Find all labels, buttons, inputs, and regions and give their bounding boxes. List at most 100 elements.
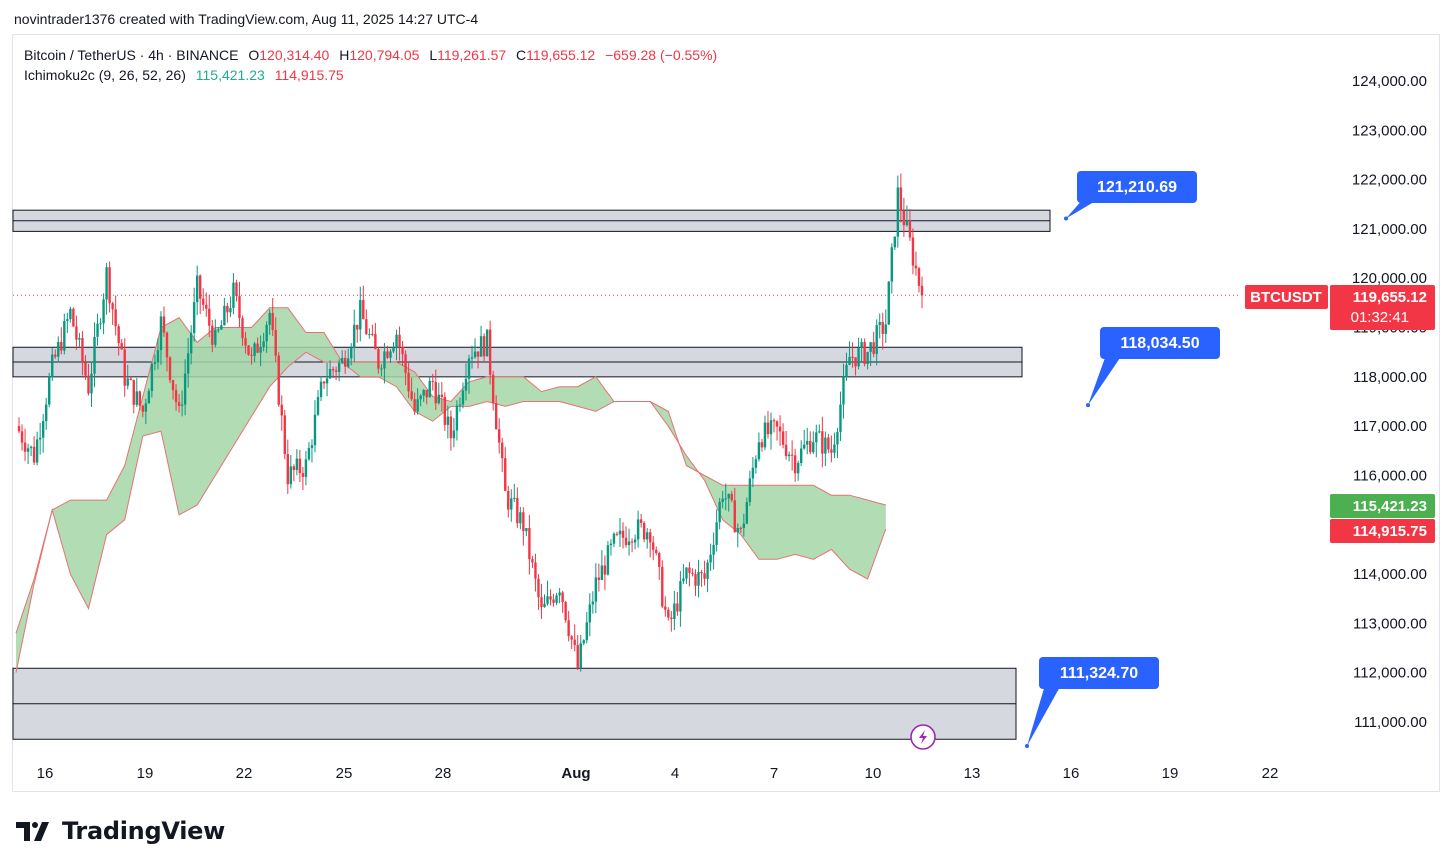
candle-body (325, 378, 329, 384)
candle-body (670, 617, 673, 620)
candle (238, 281, 241, 328)
candle (17, 417, 21, 434)
candle-body (389, 351, 392, 358)
candle-body (395, 334, 398, 348)
candle-body (238, 296, 241, 319)
candle (96, 313, 99, 346)
candle-body (796, 462, 800, 474)
candle-body (917, 268, 921, 286)
candle (818, 424, 821, 434)
indicator-title[interactable]: Ichimoku2c (9, 26, 52, 26) (24, 67, 186, 83)
candle-body (244, 338, 247, 346)
candle (93, 322, 96, 388)
candle-body (679, 581, 682, 612)
callout-box (1100, 327, 1220, 359)
candle (331, 366, 335, 379)
candle-body (17, 426, 21, 432)
candle-body (310, 445, 314, 448)
candle (516, 487, 519, 528)
price-axis[interactable]: 124,000.00 123,000.00 122,000.00 121,000.00… (1352, 73, 1427, 731)
candles-layer (17, 173, 924, 672)
high-label: H (339, 47, 350, 63)
callout-box (1039, 657, 1159, 689)
candle (878, 313, 881, 339)
price-tick-label: 122,000.00 (1352, 172, 1427, 189)
candle-body (440, 394, 444, 397)
candle-body (359, 300, 362, 330)
candle (519, 506, 522, 530)
candle-body (26, 448, 30, 452)
candle (645, 528, 649, 549)
candle (485, 329, 489, 357)
candle (763, 415, 767, 451)
candle-body (174, 390, 178, 403)
candle (908, 208, 912, 241)
candle (325, 362, 329, 397)
candle (108, 261, 111, 313)
cloud-area (16, 307, 886, 673)
callout-box (1077, 171, 1197, 203)
candle (739, 526, 742, 534)
candle-body (467, 358, 471, 379)
candle-body (627, 541, 631, 546)
symbol-title[interactable]: Bitcoin / TetherUS · 4h · BINANCE (24, 47, 239, 63)
candle-body (371, 334, 374, 336)
candle-body (772, 420, 776, 422)
low-value: 119,261.57 (437, 47, 507, 63)
cloud-lower-line (15, 351, 887, 673)
candle (356, 324, 359, 343)
candle (419, 394, 422, 407)
candle (377, 347, 380, 374)
candle (528, 514, 531, 575)
candle (724, 483, 727, 511)
candle (57, 336, 60, 363)
candle (467, 354, 471, 394)
candle-body (232, 282, 235, 309)
price-callout-0[interactable]: 121,210.69 (1064, 171, 1197, 221)
candle-body (911, 237, 915, 266)
candle (639, 513, 643, 528)
candle (736, 523, 739, 548)
candle-body (809, 440, 812, 453)
lightning-icon[interactable] (910, 724, 936, 750)
candle (718, 497, 721, 530)
candle-body (123, 349, 126, 386)
candle (473, 338, 477, 359)
candle (78, 332, 81, 347)
candle-body (621, 530, 625, 538)
candle (615, 531, 619, 537)
candle-body (202, 298, 205, 305)
price-callout-2[interactable]: 111,324.70 (1025, 657, 1159, 748)
time-axis[interactable]: 16 19 22 25 28 Aug 4 7 10 13 16 19 22 (37, 765, 1279, 782)
candle-body (331, 368, 335, 371)
candle-body (186, 353, 190, 374)
candle (253, 341, 256, 363)
candle-body (821, 431, 824, 454)
candle-body (422, 389, 425, 396)
candle (223, 297, 226, 326)
candle-body (649, 532, 652, 543)
candle (531, 555, 534, 568)
candle (458, 397, 462, 412)
candle-body (220, 325, 223, 330)
candle (751, 457, 755, 488)
candle-body (893, 236, 897, 248)
candle (793, 448, 797, 482)
candle-body (691, 572, 694, 574)
candle (401, 341, 404, 367)
price-callout-1[interactable]: 118,034.50 (1086, 327, 1220, 408)
candle (286, 439, 289, 494)
candle (633, 534, 637, 550)
candle-body (347, 358, 350, 367)
candle (564, 600, 567, 623)
candle (455, 400, 459, 441)
candle-body (211, 325, 214, 345)
candle (262, 332, 265, 352)
tradingview-logo[interactable]: TradingView (16, 817, 225, 845)
candle (594, 563, 598, 614)
candle-body (836, 431, 839, 445)
candle-body (890, 247, 893, 282)
candle (742, 513, 746, 537)
candle (202, 288, 205, 311)
